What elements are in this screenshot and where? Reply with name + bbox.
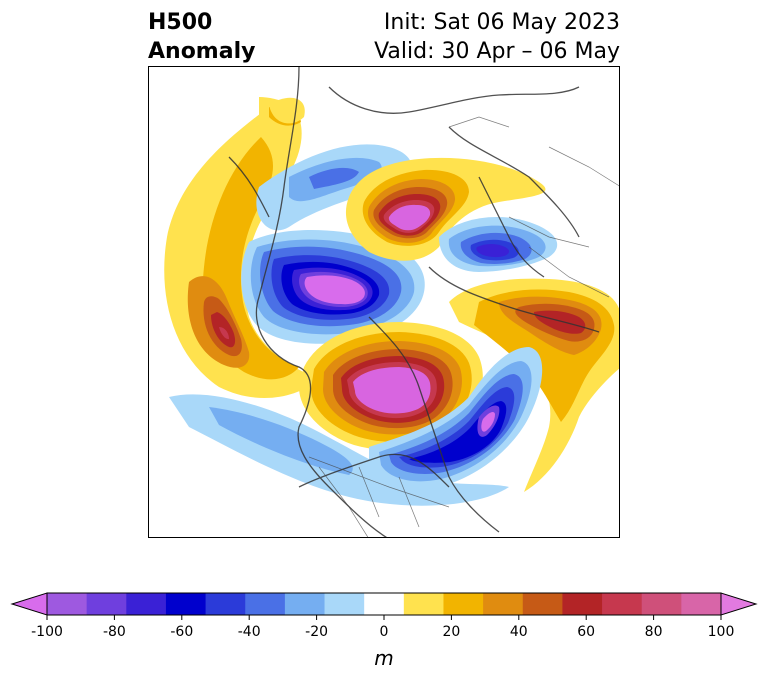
colorbar-tick-label: -80: [102, 624, 126, 640]
positive-anomaly-northeast: [345, 157, 546, 261]
colorbar-segment: [165, 593, 207, 615]
map-panel: [148, 66, 620, 538]
colorbar-under-extend: [10, 592, 48, 616]
colorbar-segment: [403, 593, 444, 615]
colorbar-segment: [245, 593, 286, 615]
colorbar-segment: [284, 593, 326, 615]
colorbar-tick-label: -40: [237, 624, 261, 640]
colorbar-unit-label: m: [374, 646, 394, 670]
colorbar-tick-label: 0: [379, 624, 389, 640]
colorbar-segment: [602, 593, 643, 615]
colorbar-tick-label: -100: [31, 624, 63, 640]
colorbar-tick-label: 60: [577, 624, 596, 640]
colorbar: [10, 592, 758, 620]
title-type: Anomaly: [148, 39, 256, 64]
colorbar-tick-label: -20: [305, 624, 329, 640]
valid-range: Valid: 30 Apr – 06 May: [374, 39, 620, 64]
negative-anomaly-southeast: [369, 347, 543, 491]
colorbar-segment: [522, 593, 563, 615]
colorbar-over-extend: [720, 592, 758, 616]
colorbar-segment: [483, 593, 524, 615]
colorbar-ticks: -100 -80 -60 -40 -20 0 20 40 60 80 100: [0, 624, 768, 644]
negative-anomaly-east: [439, 217, 558, 272]
colorbar-tick-label: 100: [707, 624, 735, 640]
colorbar-segment: [324, 593, 365, 615]
map-dates: Init: Sat 06 May 2023 Valid: 30 Apr – 06…: [374, 8, 620, 66]
political-borders: [308, 116, 619, 537]
coastlines: [228, 67, 600, 537]
colorbar-segment: [364, 593, 405, 615]
colorbar-tick-label: 20: [442, 624, 461, 640]
colorbar-segment: [641, 593, 682, 615]
anomaly-map: [149, 67, 619, 537]
init-date: Init: Sat 06 May 2023: [383, 10, 620, 35]
colorbar-tick-label: -60: [170, 624, 194, 640]
colorbar-segment: [205, 593, 246, 615]
colorbar-tick-label: 40: [509, 624, 528, 640]
colorbar-segment: [681, 593, 722, 615]
title-variable: H500: [148, 10, 213, 35]
colorbar-segment: [47, 593, 88, 615]
colorbar-tick-label: 80: [644, 624, 663, 640]
positive-anomaly-north: [269, 97, 305, 124]
negative-anomaly-southwest: [169, 394, 509, 506]
colorbar-segment: [86, 593, 127, 615]
negative-anomaly-arctic: [256, 144, 412, 231]
colorbar-segment: [126, 593, 167, 615]
colorbar-segment: [443, 593, 484, 615]
map-title: H500 Anomaly: [148, 8, 255, 66]
colorbar-segment: [562, 593, 603, 615]
negative-anomaly-central-trough: [241, 230, 425, 344]
